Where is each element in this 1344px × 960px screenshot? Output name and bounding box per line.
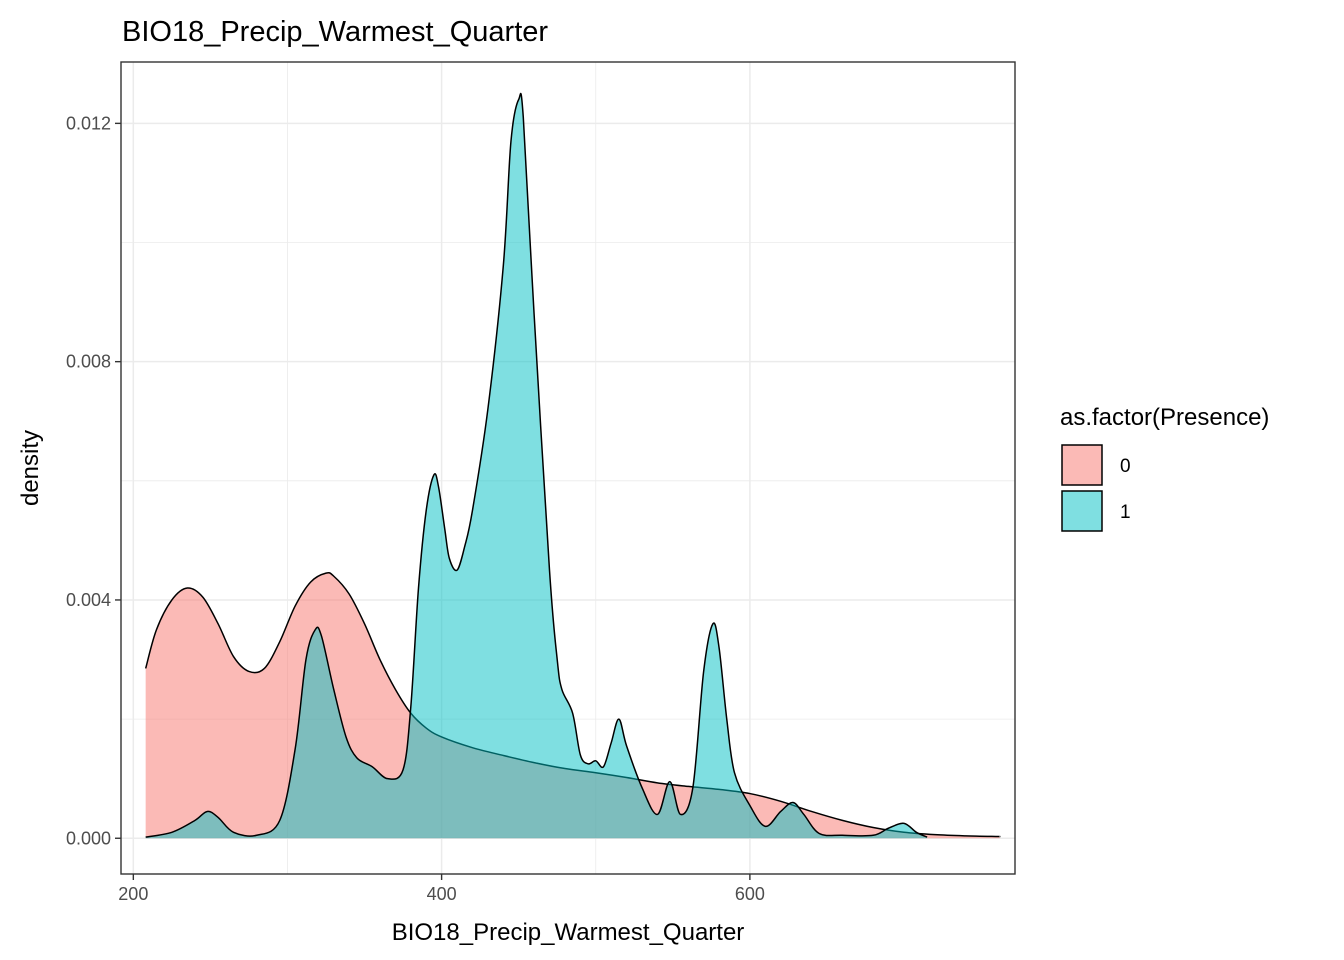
x-tick-label: 600 [735,884,765,904]
legend: as.factor(Presence) 01 [1060,404,1269,532]
axis-layer: 200 400 600 0.000 0.004 0.008 0.012 [66,113,765,904]
x-tick-label: 200 [118,884,148,904]
legend-label-1: 1 [1120,502,1131,523]
density-line-1 [145,92,928,838]
plot-title: BIO18_Precip_Warmest_Quarter [122,16,548,48]
legend-title: as.factor(Presence) [1060,404,1269,431]
y-tick-label: 0.004 [66,590,111,610]
x-axis-title: BIO18_Precip_Warmest_Quarter [392,919,745,946]
series-layer [144,92,1001,839]
y-tick-label: 0.000 [66,828,111,848]
y-tick-label: 0.012 [66,113,111,133]
legend-key-1 [1061,490,1103,532]
legend-key-0 [1061,444,1103,486]
legend-label-0: 0 [1120,456,1131,477]
y-axis-title: density [17,430,44,506]
density-area-1 [145,93,928,839]
y-tick-label: 0.008 [66,352,111,372]
legend-entries: 01 [1061,444,1131,532]
x-tick-label: 400 [427,884,457,904]
panel-border [120,61,1016,875]
